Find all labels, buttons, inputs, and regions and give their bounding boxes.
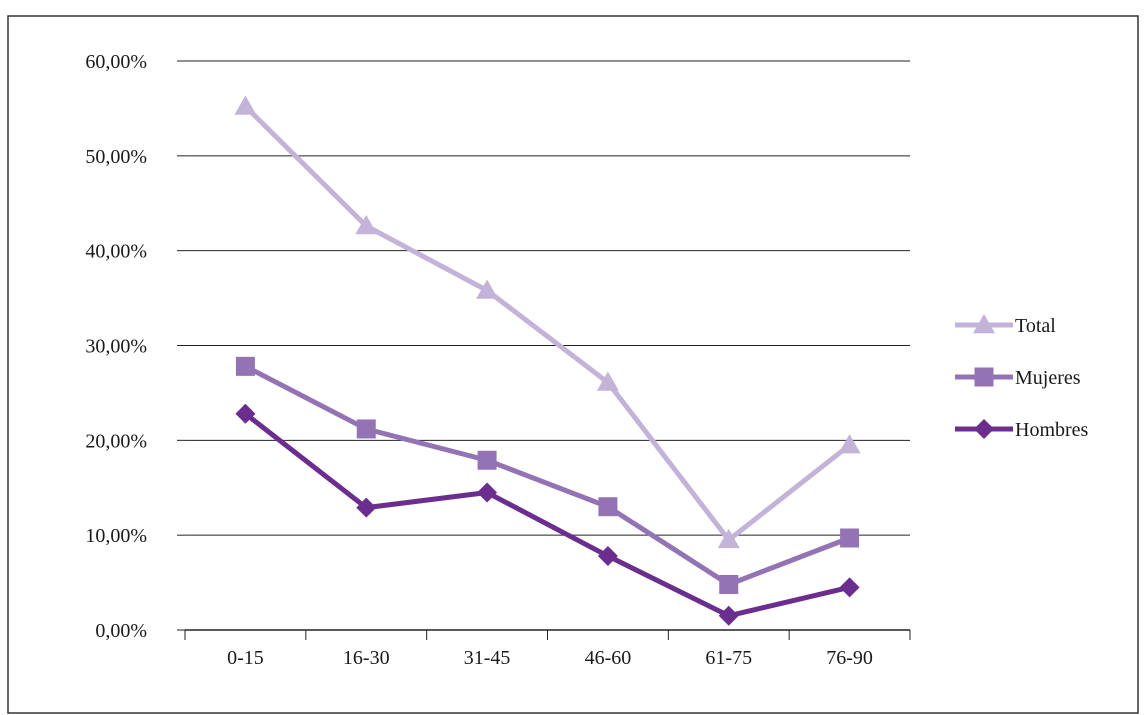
data-point-total bbox=[234, 95, 257, 115]
series-hombres bbox=[235, 403, 860, 626]
x-tick-label: 0-15 bbox=[227, 647, 264, 669]
x-tick-label: 76-90 bbox=[826, 647, 873, 669]
gridlines bbox=[185, 60, 910, 536]
data-point-mujeres bbox=[719, 574, 739, 594]
legend-label: Hombres bbox=[1015, 419, 1089, 441]
y-tick-label: 30,00% bbox=[85, 336, 147, 358]
data-point-total bbox=[476, 279, 499, 299]
series-line-hombres bbox=[243, 411, 851, 619]
x-tick-label: 46-60 bbox=[585, 647, 632, 669]
chart-border bbox=[7, 15, 1139, 714]
data-point-mujeres bbox=[235, 356, 255, 376]
legend-item-hombres: Hombres bbox=[955, 419, 1089, 441]
data-point-hombres bbox=[597, 546, 618, 567]
data-point-total bbox=[838, 434, 861, 454]
legend: Total Mujeres Hombres bbox=[955, 314, 1089, 441]
data-point-hombres bbox=[477, 482, 498, 503]
data-point-total bbox=[355, 215, 378, 235]
y-tick-label: 40,00% bbox=[85, 241, 147, 263]
data-point-mujeres bbox=[477, 450, 497, 470]
y-tick-label: 10,00% bbox=[85, 525, 147, 547]
legend-item-mujeres: Mujeres bbox=[955, 367, 1081, 389]
data-point-hombres bbox=[718, 605, 739, 626]
data-point-hombres bbox=[235, 403, 256, 424]
y-tick-label: 20,00% bbox=[85, 430, 147, 452]
data-point-hombres bbox=[839, 577, 860, 598]
legend-marker-hombres bbox=[974, 419, 994, 439]
legend-marker-mujeres bbox=[974, 367, 994, 387]
data-point-mujeres bbox=[840, 528, 860, 548]
data-point-mujeres bbox=[598, 497, 618, 517]
series-group bbox=[234, 95, 861, 626]
series-mujeres bbox=[235, 356, 860, 594]
y-tick-label: 0,00% bbox=[95, 620, 147, 642]
axes: 0,00% 10,00% 20,00% 30,00% 40,00% 50,00% 60,00… bbox=[85, 51, 911, 669]
series-line-mujeres bbox=[244, 364, 851, 587]
legend-label: Mujeres bbox=[1015, 367, 1081, 389]
y-tick-label: 60,00% bbox=[85, 51, 147, 73]
series-line-total bbox=[243, 104, 852, 543]
data-point-mujeres bbox=[356, 419, 376, 439]
y-tick-label: 50,00% bbox=[85, 146, 147, 168]
legend-item-total: Total bbox=[955, 314, 1056, 337]
series-total bbox=[234, 95, 861, 549]
x-tick-label: 61-75 bbox=[705, 647, 752, 669]
legend-marker-total bbox=[973, 314, 995, 334]
data-point-hombres bbox=[356, 497, 377, 518]
x-tick-label: 16-30 bbox=[343, 647, 390, 669]
data-point-total bbox=[596, 371, 619, 391]
x-tick-label: 31-45 bbox=[464, 647, 511, 669]
data-point-total bbox=[717, 528, 740, 549]
legend-label: Total bbox=[1015, 315, 1056, 337]
